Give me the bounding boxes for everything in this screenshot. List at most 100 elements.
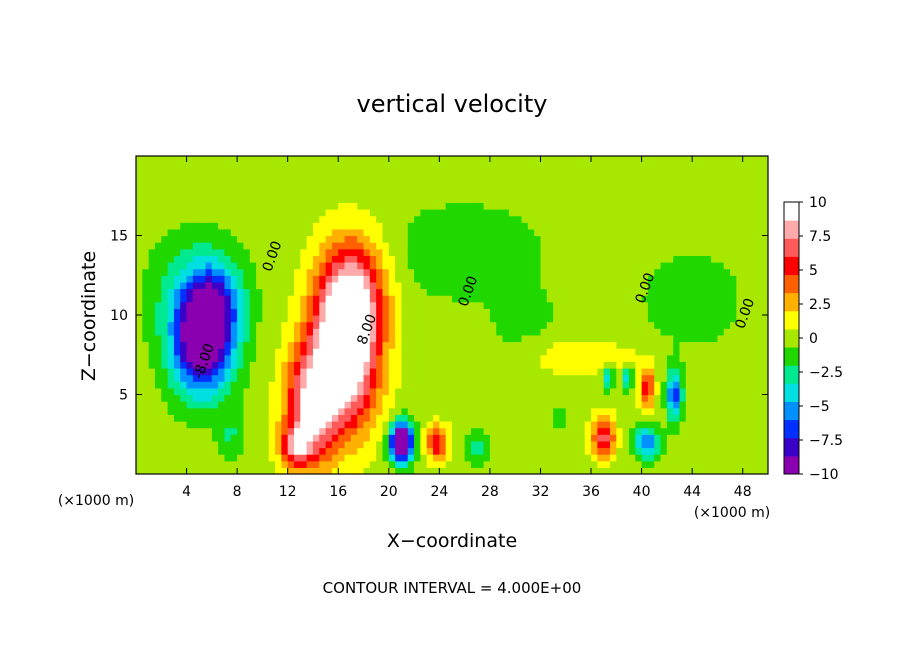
field-cell [218, 341, 226, 349]
field-cell [546, 195, 554, 203]
field-cell [331, 368, 339, 376]
field-cell [654, 295, 662, 303]
field-cell [294, 215, 301, 223]
field-cell [711, 156, 719, 164]
field-cell [527, 387, 535, 396]
field-cell [527, 169, 535, 177]
field-cell [407, 209, 415, 217]
field-cell [622, 348, 630, 356]
field-cell [616, 387, 624, 396]
field-cell [470, 414, 478, 422]
field-cell [489, 182, 497, 190]
field-cell [755, 421, 763, 429]
field-cell [154, 368, 162, 376]
field-cell [458, 209, 466, 217]
field-cell [325, 321, 333, 329]
field-cell [742, 195, 750, 203]
field-cell [534, 275, 542, 283]
field-cell [755, 288, 763, 296]
field-cell [357, 334, 365, 343]
field-cell [711, 295, 719, 303]
field-cell [458, 268, 466, 276]
field-cell [186, 394, 194, 402]
field-cell [192, 169, 200, 177]
field-cell [211, 195, 219, 203]
field-cell [458, 381, 466, 389]
field-cell [559, 321, 567, 329]
field-cell [534, 427, 542, 435]
field-cell [382, 387, 390, 396]
field-cell [622, 440, 630, 449]
field-cell [616, 361, 624, 369]
field-cell [641, 209, 649, 217]
field-cell [376, 354, 384, 362]
field-cell [420, 454, 428, 462]
field-cell [597, 460, 605, 468]
field-cell [622, 315, 630, 323]
field-cell [357, 162, 365, 170]
field-cell [369, 368, 377, 376]
field-cell [426, 301, 434, 309]
field-cell [325, 328, 333, 336]
field-cell [635, 162, 643, 170]
field-cell [591, 275, 598, 283]
field-cell [256, 361, 263, 369]
field-cell [578, 321, 586, 329]
field-cell [496, 288, 504, 296]
field-cell [540, 295, 548, 303]
field-cell [489, 467, 497, 474]
field-cell [256, 381, 263, 389]
field-cell [186, 182, 194, 190]
field-cell [218, 321, 226, 329]
field-cell [660, 368, 668, 376]
field-cell [515, 228, 523, 237]
field-cell [407, 334, 415, 343]
field-cell [369, 348, 377, 356]
field-cell [477, 407, 485, 415]
field-cell [572, 262, 579, 270]
field-cell [742, 315, 750, 323]
field-cell [673, 255, 681, 263]
field-cell [243, 202, 251, 210]
field-cell [597, 195, 605, 203]
field-cell [319, 202, 327, 210]
field-cell [262, 328, 270, 336]
field-cell [723, 374, 731, 382]
field-cell [325, 301, 333, 309]
field-cell [173, 407, 181, 415]
field-cell [142, 348, 150, 356]
field-cell [508, 175, 516, 184]
field-cell [534, 387, 542, 396]
field-cell [136, 162, 143, 170]
field-cell [508, 334, 516, 343]
field-cell [685, 255, 693, 263]
field-cell [622, 222, 630, 230]
field-cell [211, 447, 219, 455]
field-cell [483, 281, 491, 290]
field-cell [464, 414, 472, 422]
field-cell [654, 255, 662, 263]
field-cell [148, 255, 156, 263]
field-cell [635, 434, 643, 442]
field-cell [230, 374, 238, 382]
field-cell [142, 301, 150, 309]
field-cell [294, 162, 301, 170]
field-cell [515, 414, 523, 422]
field-cell [508, 235, 516, 243]
field-cell [603, 341, 611, 349]
field-cell [578, 189, 586, 197]
field-cell [350, 354, 358, 362]
field-cell [641, 368, 649, 376]
field-cell [660, 255, 668, 263]
field-cell [717, 189, 725, 197]
field-cell [692, 228, 700, 237]
field-cell [647, 460, 655, 468]
field-cell [407, 202, 415, 210]
field-cell [331, 308, 339, 316]
field-cell [433, 228, 440, 237]
field-cell [224, 321, 232, 329]
field-cell [205, 275, 213, 283]
field-cell [205, 328, 213, 336]
field-cell [300, 182, 308, 190]
field-cell [161, 182, 169, 190]
